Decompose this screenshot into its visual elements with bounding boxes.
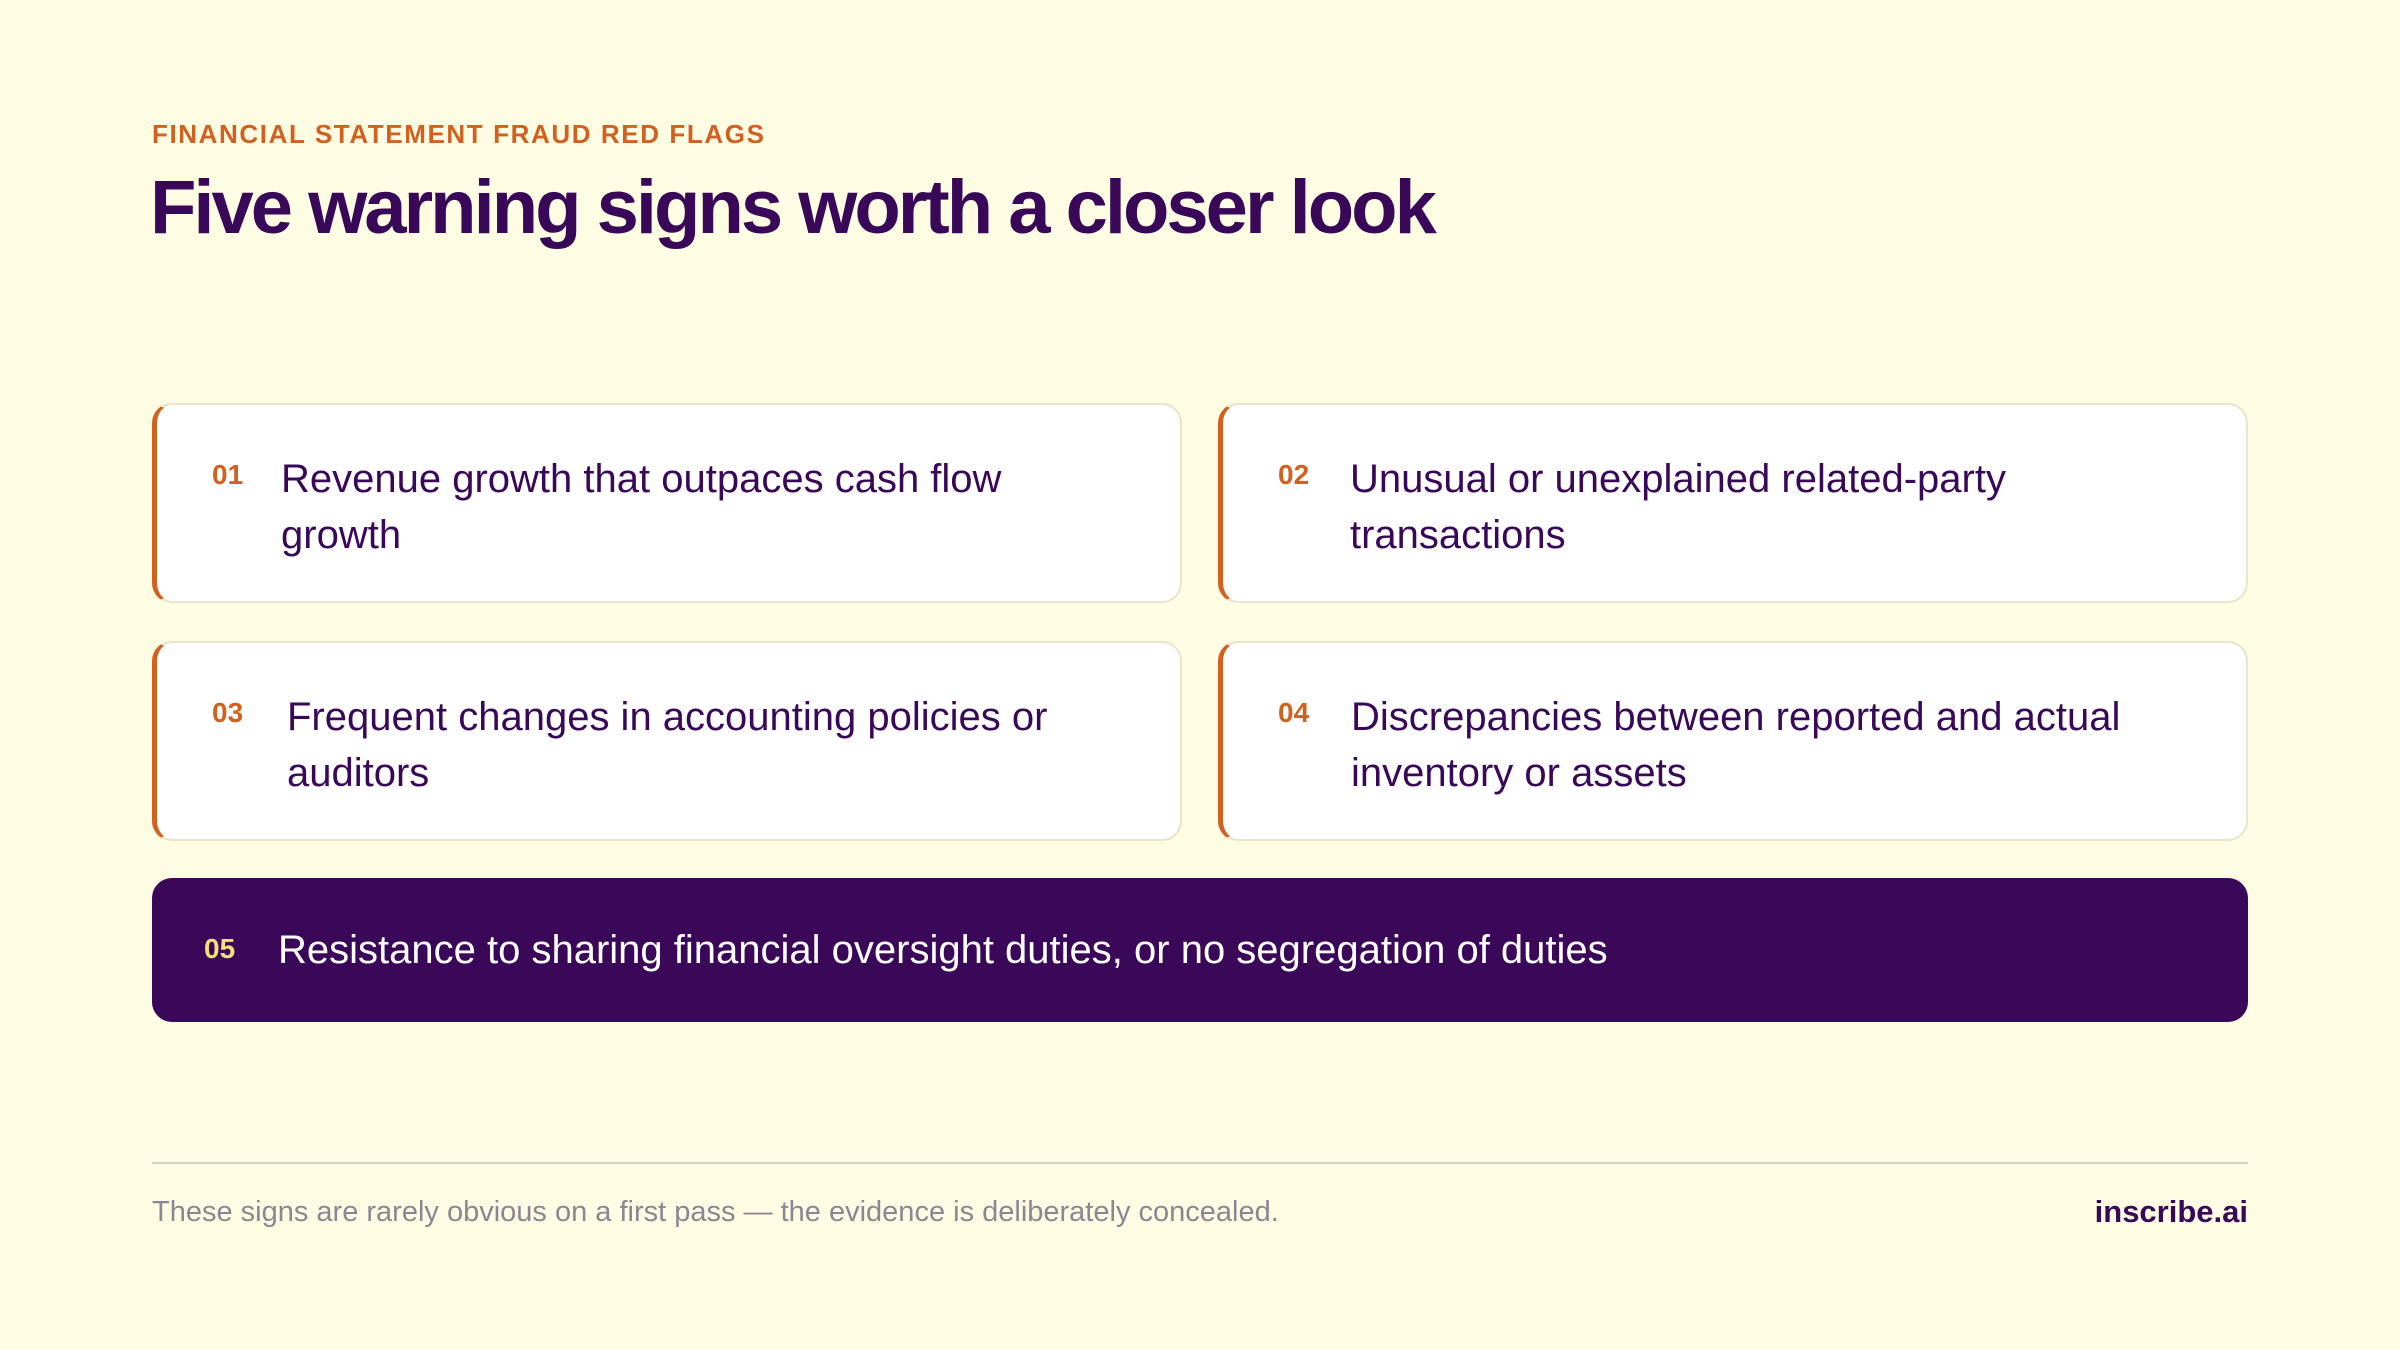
- red-flag-card-01: 01 Revenue growth that outpaces cash flo…: [152, 403, 1182, 603]
- card-number: 03: [212, 697, 244, 728]
- card-number: 01: [212, 459, 244, 490]
- card-text: Unusual or unexplained related-party tra…: [1350, 457, 2006, 557]
- page-title: Five warning signs worth a closer look: [150, 165, 1437, 250]
- eyebrow-label: FINANCIAL STATEMENT FRAUD RED FLAGS: [152, 119, 766, 149]
- brand-logo-text: inscribe.ai: [2094, 1194, 2248, 1229]
- footer-note: These signs are rarely obvious on a firs…: [152, 1196, 1279, 1228]
- card-text: Resistance to sharing financial oversigh…: [278, 928, 1608, 972]
- red-flag-card-05-highlight: 05 Resistance to sharing financial overs…: [152, 878, 2248, 1022]
- footer-divider: [152, 1162, 2248, 1164]
- card-number: 04: [1278, 697, 1310, 728]
- card-number: 05: [204, 933, 236, 964]
- card-number: 02: [1278, 459, 1310, 490]
- card-text: Revenue growth that outpaces cash flow g…: [281, 457, 1002, 557]
- red-flag-card-04: 04 Discrepancies between reported and ac…: [1218, 641, 2248, 841]
- card-text: Frequent changes in accounting policies …: [287, 695, 1048, 795]
- red-flag-card-03: 03 Frequent changes in accounting polici…: [152, 641, 1182, 841]
- card-text: Discrepancies between reported and actua…: [1351, 695, 2121, 795]
- red-flag-card-02: 02 Unusual or unexplained related-party …: [1218, 403, 2248, 603]
